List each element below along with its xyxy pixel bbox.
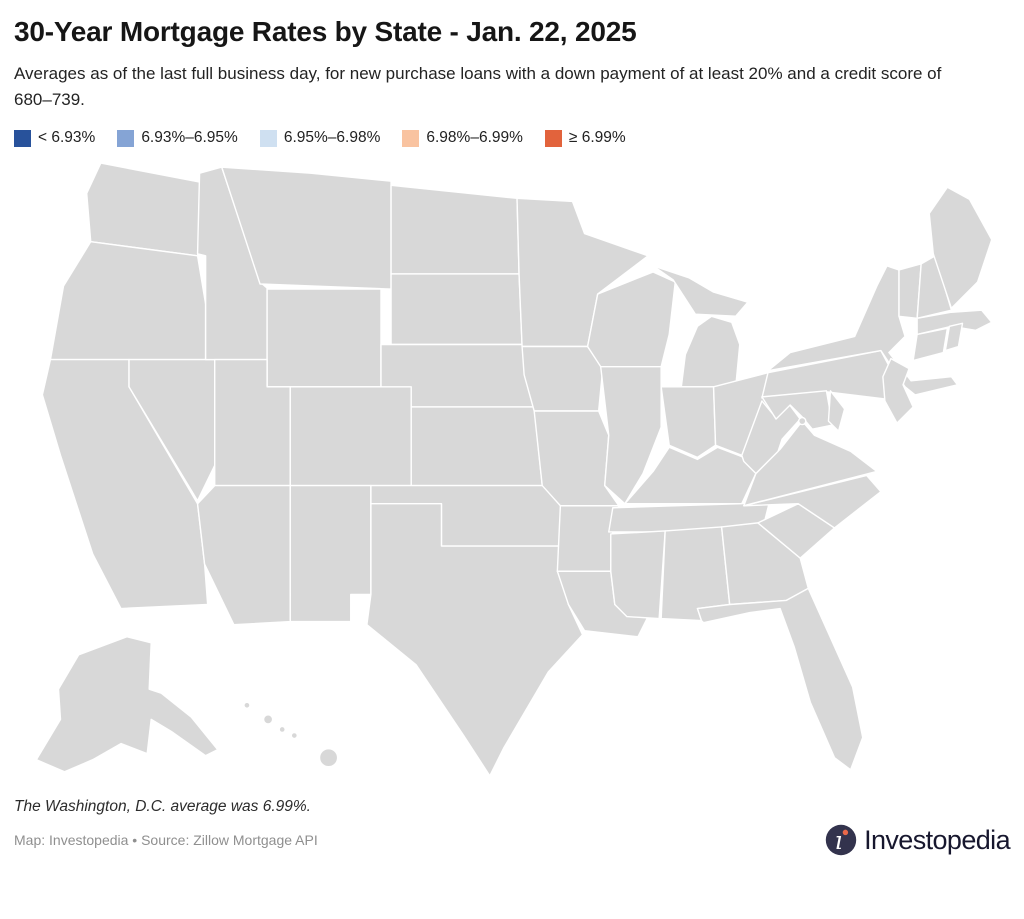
dc-footnote: The Washington, D.C. average was 6.99%. [14,798,311,815]
state-sd[interactable] [390,273,523,346]
state-wy[interactable] [266,288,382,388]
legend-swatch [14,129,31,147]
legend-swatch [117,129,135,147]
state-wi[interactable] [586,271,676,368]
state-or[interactable] [49,240,207,361]
state-ks[interactable] [410,406,543,487]
state-me[interactable] [928,186,993,309]
legend-item: 6.93%–6.95% [117,129,238,147]
article-figure: 30-Year Mortgage Rates by State - Jan. 2… [8,16,1016,856]
credit-row: Map: Investopedia • Source: Zillow Mortg… [14,824,1011,856]
state-wv[interactable] [741,400,801,475]
state-ny[interactable] [767,265,959,396]
state-de[interactable] [827,390,846,432]
state-nv[interactable] [128,358,216,502]
us-map-svg [35,162,993,777]
state-tx[interactable] [366,503,584,777]
state-ar[interactable] [556,505,620,572]
state-hi[interactable] [243,701,251,710]
legend-item: 6.98%–6.99% [402,129,523,147]
state-hi[interactable] [318,747,339,768]
legend-swatch [402,129,420,147]
state-ri[interactable] [944,322,964,352]
legend-swatch [259,129,277,147]
state-ak[interactable] [35,636,219,773]
state-mi-upper[interactable] [652,265,749,317]
state-co[interactable] [289,386,412,487]
legend-label: ≥ 6.99% [568,129,626,146]
page-title: 30-Year Mortgage Rates by State - Jan. 2… [14,16,637,47]
legend-item: ≥ 6.99% [544,129,626,147]
state-nj[interactable] [882,357,914,424]
state-nc[interactable] [743,474,882,529]
state-fl[interactable] [696,587,864,771]
map-source-credit: Map: Investopedia • Source: Zillow Mortg… [14,832,318,848]
state-wa[interactable] [85,162,207,257]
legend: < 6.93% 6.93%–6.95% 6.95%–6.98% 6.98%–6.99%… [14,129,1010,147]
us-map [8,153,1016,798]
state-mi-lower[interactable] [680,315,741,388]
legend-label: 6.93%–6.95% [141,129,238,146]
state-hi[interactable] [262,714,274,725]
investopedia-logo-text: Investopedia [864,824,1011,855]
state-tn[interactable] [608,498,771,533]
legend-label: < 6.93% [38,129,96,146]
state-nh[interactable] [916,255,953,319]
state-az[interactable] [196,484,291,626]
state-in[interactable] [660,386,717,459]
investopedia-logo-icon: ı [825,824,857,856]
state-nm[interactable] [289,484,372,623]
svg-text:ı: ı [835,826,843,855]
legend-item: < 6.93% [14,129,95,147]
state-ky[interactable] [624,446,757,505]
legend-item: 6.95%–6.98% [259,129,381,147]
subtitle: Averages as of the last full business da… [14,64,942,109]
state-hi[interactable] [290,731,299,740]
state-nd[interactable] [390,184,520,275]
state-md[interactable] [761,390,834,430]
state-ct[interactable] [912,327,949,362]
state-ms[interactable] [610,530,666,620]
state-mo[interactable] [533,410,620,507]
state-va[interactable] [743,420,878,507]
legend-label: 6.98%–6.99% [426,129,523,146]
state-ia[interactable] [521,345,604,412]
legend-label: 6.95%–6.98% [283,129,381,146]
state-il[interactable] [599,365,662,505]
investopedia-logo: ı Investopedia [825,824,1011,856]
state-dc-marker[interactable] [798,416,807,426]
state-hi[interactable] [278,725,286,734]
legend-swatch [544,129,562,147]
